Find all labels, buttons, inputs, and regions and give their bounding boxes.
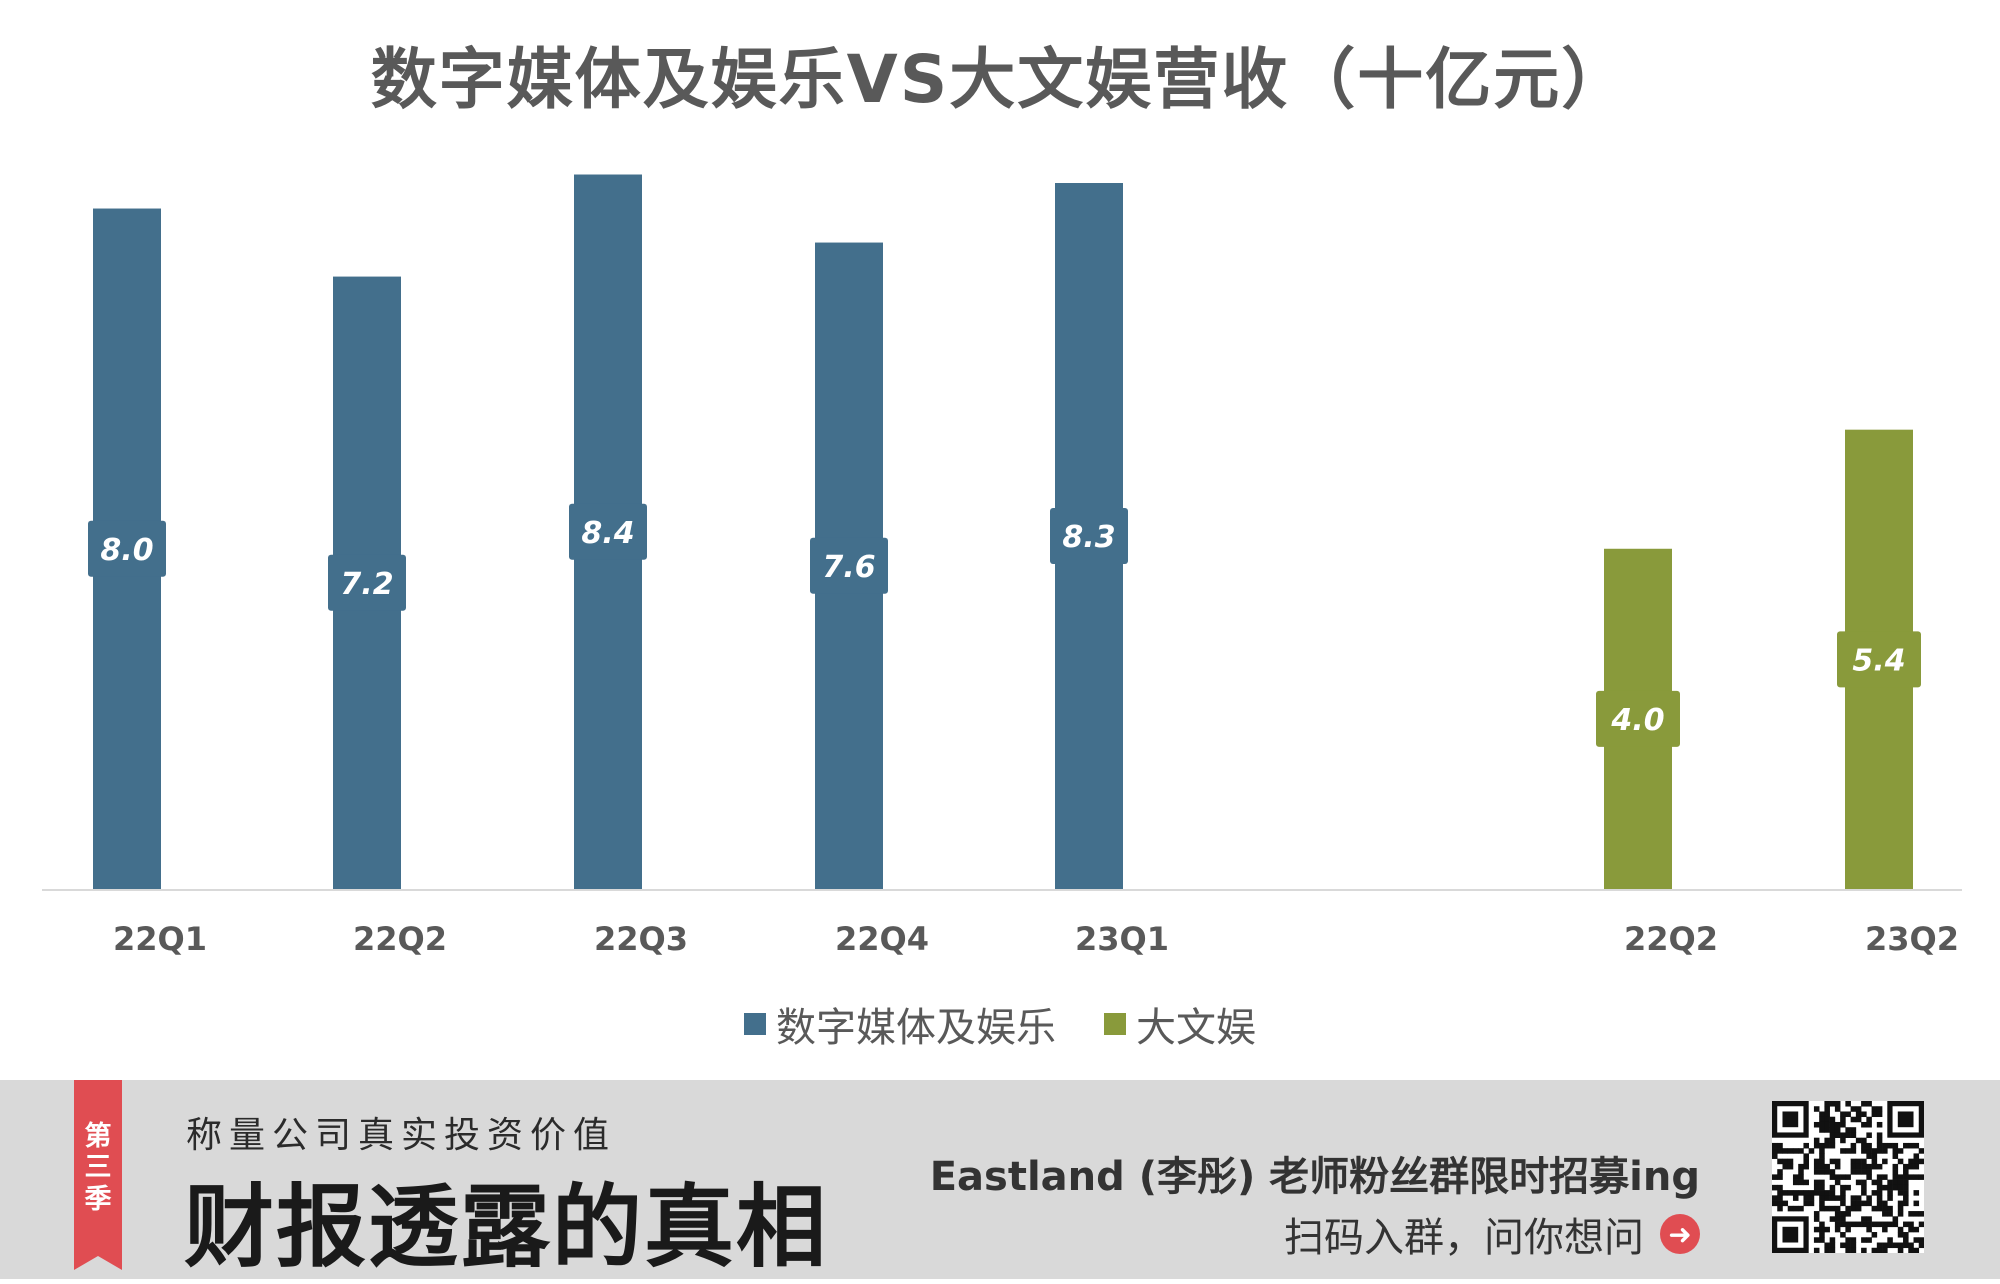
data-label-box <box>1596 690 1680 747</box>
x-tick-label: 22Q3 <box>594 920 688 958</box>
legend-item-big-entertainment: 大文娱 <box>1104 995 1256 1053</box>
data-label-box <box>810 537 888 594</box>
x-tick-label: 22Q2 <box>353 920 447 958</box>
legend-swatch-big-entertainment <box>1104 1013 1126 1035</box>
legend-label-big-entertainment: 大文娱 <box>1136 1005 1256 1051</box>
data-label-box <box>1050 508 1128 565</box>
banner-cta-text: 扫码入群，问你想问 <box>1284 1215 1644 1261</box>
banner-main-title: 财报透露的真相 <box>184 1174 828 1280</box>
data-label-box <box>569 503 647 560</box>
legend-label-digital-media: 数字媒体及娱乐 <box>776 1005 1056 1051</box>
data-label: 7.2 <box>340 567 393 602</box>
data-label: 8.4 <box>581 516 634 551</box>
data-label: 7.6 <box>822 550 875 585</box>
data-label: 8.3 <box>1062 520 1115 555</box>
x-tick-label: 22Q2 <box>1624 920 1718 958</box>
ribbon-char: 第 <box>84 1121 112 1153</box>
data-label-box <box>1837 631 1921 688</box>
chart-title: 数字媒体及娱乐VS大文娱营收（十亿元） <box>370 41 1630 118</box>
legend-item-digital-media: 数字媒体及娱乐 <box>744 995 1056 1053</box>
x-tick-label: 23Q1 <box>1075 920 1169 958</box>
legend-swatch-digital-media <box>744 1013 766 1035</box>
legend: 数字媒体及娱乐 大文娱 <box>0 995 2000 1053</box>
ribbon-char: 三 <box>84 1152 112 1184</box>
banner-cta[interactable]: 扫码入群，问你想问 ➜ <box>1284 1205 1700 1263</box>
chart-svg: 8.0 22Q1 7.2 22Q2 8.4 22Q3 7.6 22Q4 8.3 23Q1 4.0 22… <box>42 174 1962 958</box>
qr-code-icon[interactable] <box>1772 1101 1924 1253</box>
footer-banner: 第 三 季 称量公司真实投资价值 财报透露的真相 Eastland (李彤) 老… <box>0 1080 2000 1280</box>
chart-area: 数字媒体及娱乐VS大文娱营收（十亿元） 8.0 22Q1 7.2 22Q2 8.4 22Q… <box>0 41 2000 1053</box>
season-ribbon: 第 三 季 <box>74 1080 122 1270</box>
banner-subtitle: 称量公司真实投资价值 <box>186 1115 617 1156</box>
x-tick-label: 22Q4 <box>835 920 929 958</box>
banner-promo: Eastland (李彤) 老师粉丝群限时招募ing <box>929 1154 1700 1200</box>
x-tick-label: 22Q1 <box>113 920 207 958</box>
data-label-box <box>328 554 406 611</box>
data-label: 4.0 <box>1610 703 1664 738</box>
arrow-right-circle-icon[interactable]: ➜ <box>1660 1214 1700 1254</box>
ribbon-char: 季 <box>84 1183 112 1215</box>
data-label: 8.0 <box>100 533 153 568</box>
x-tick-label: 23Q2 <box>1865 920 1959 958</box>
data-label-box <box>88 520 166 577</box>
data-label: 5.4 <box>1852 643 1905 678</box>
